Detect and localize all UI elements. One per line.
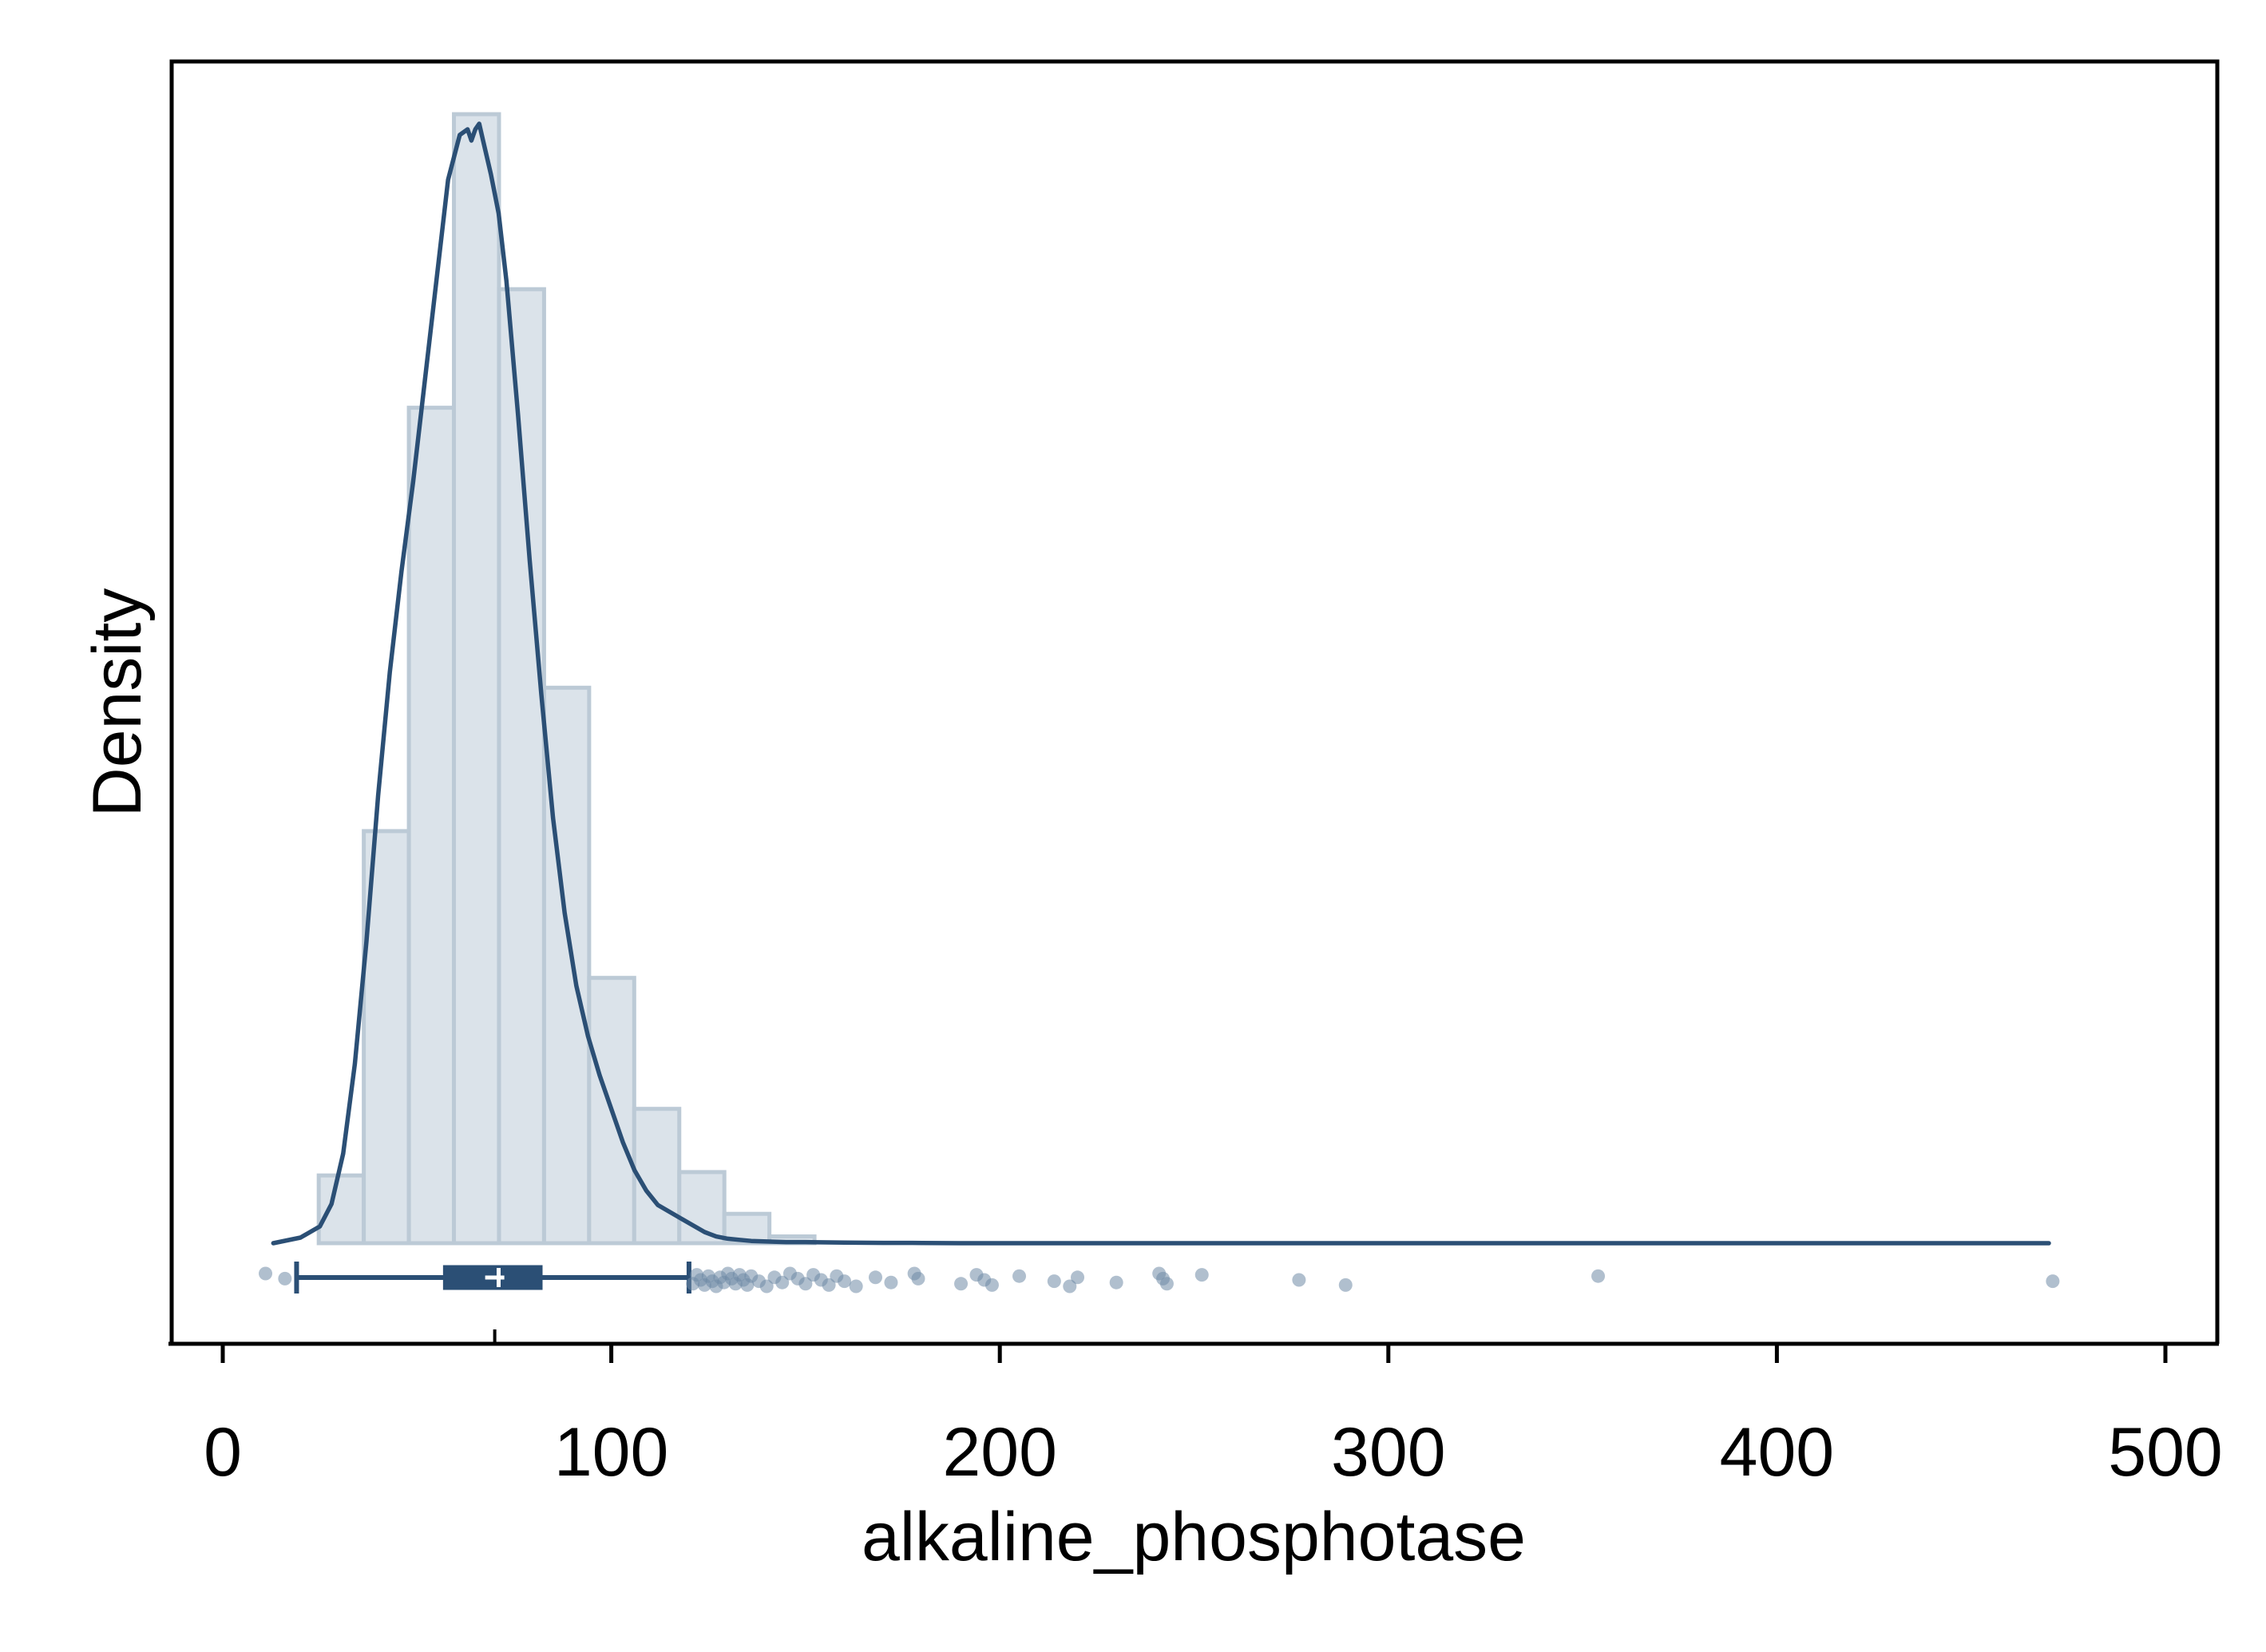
outlier-point — [1338, 1278, 1353, 1292]
x-tick-label: 500 — [2108, 1414, 2223, 1491]
box-iqr — [442, 1265, 543, 1290]
histogram-bar — [452, 112, 501, 1246]
histogram-bar — [541, 685, 592, 1246]
boxplot-layer — [259, 1262, 2060, 1293]
histogram-bar — [316, 1173, 366, 1246]
histogram-bar — [406, 406, 457, 1246]
outlier-point — [259, 1266, 273, 1281]
outlier-point — [954, 1277, 969, 1291]
x-tick-label: 300 — [1331, 1414, 1446, 1491]
x-tick-label: 200 — [942, 1414, 1057, 1491]
outlier-point — [278, 1271, 292, 1286]
y-axis-label: Density — [79, 588, 156, 818]
histogram-bar — [632, 1107, 682, 1246]
outlier-point — [1071, 1270, 1085, 1285]
outlier-point — [1292, 1273, 1306, 1287]
outlier-point — [911, 1271, 925, 1286]
outlier-point — [759, 1279, 774, 1293]
outlier-point — [1012, 1269, 1027, 1283]
outlier-point — [838, 1274, 852, 1289]
outlier-point — [1159, 1277, 1174, 1291]
x-tick-label: 0 — [204, 1414, 242, 1491]
outlier-point — [1047, 1274, 1061, 1289]
x-tick-label: 100 — [554, 1414, 669, 1491]
outlier-point — [868, 1270, 882, 1285]
outlier-point — [884, 1275, 898, 1290]
outlier-point — [1591, 1269, 1606, 1283]
outlier-point — [1109, 1275, 1123, 1290]
outlier-point — [2046, 1274, 2060, 1289]
density-curve-layer — [271, 121, 2051, 1246]
x-axis-ticks: 0 100 200 300 400 500 — [204, 1344, 2223, 1491]
outlier-point — [822, 1278, 836, 1292]
x-axis-label: alkaline_phosphotase — [862, 1499, 1526, 1575]
plot-frame-layer — [168, 59, 2220, 1346]
histogram-bars — [316, 112, 817, 1246]
outlier-point — [849, 1279, 863, 1293]
plot-frame — [169, 59, 2220, 1344]
outlier-point — [1194, 1268, 1209, 1282]
outlier-point — [984, 1278, 999, 1292]
density-curve — [271, 121, 2051, 1246]
x-tick-label: 400 — [1720, 1414, 1835, 1491]
outlier-point — [1063, 1279, 1077, 1293]
outlier-point — [775, 1275, 790, 1290]
outlier-point — [798, 1277, 813, 1291]
